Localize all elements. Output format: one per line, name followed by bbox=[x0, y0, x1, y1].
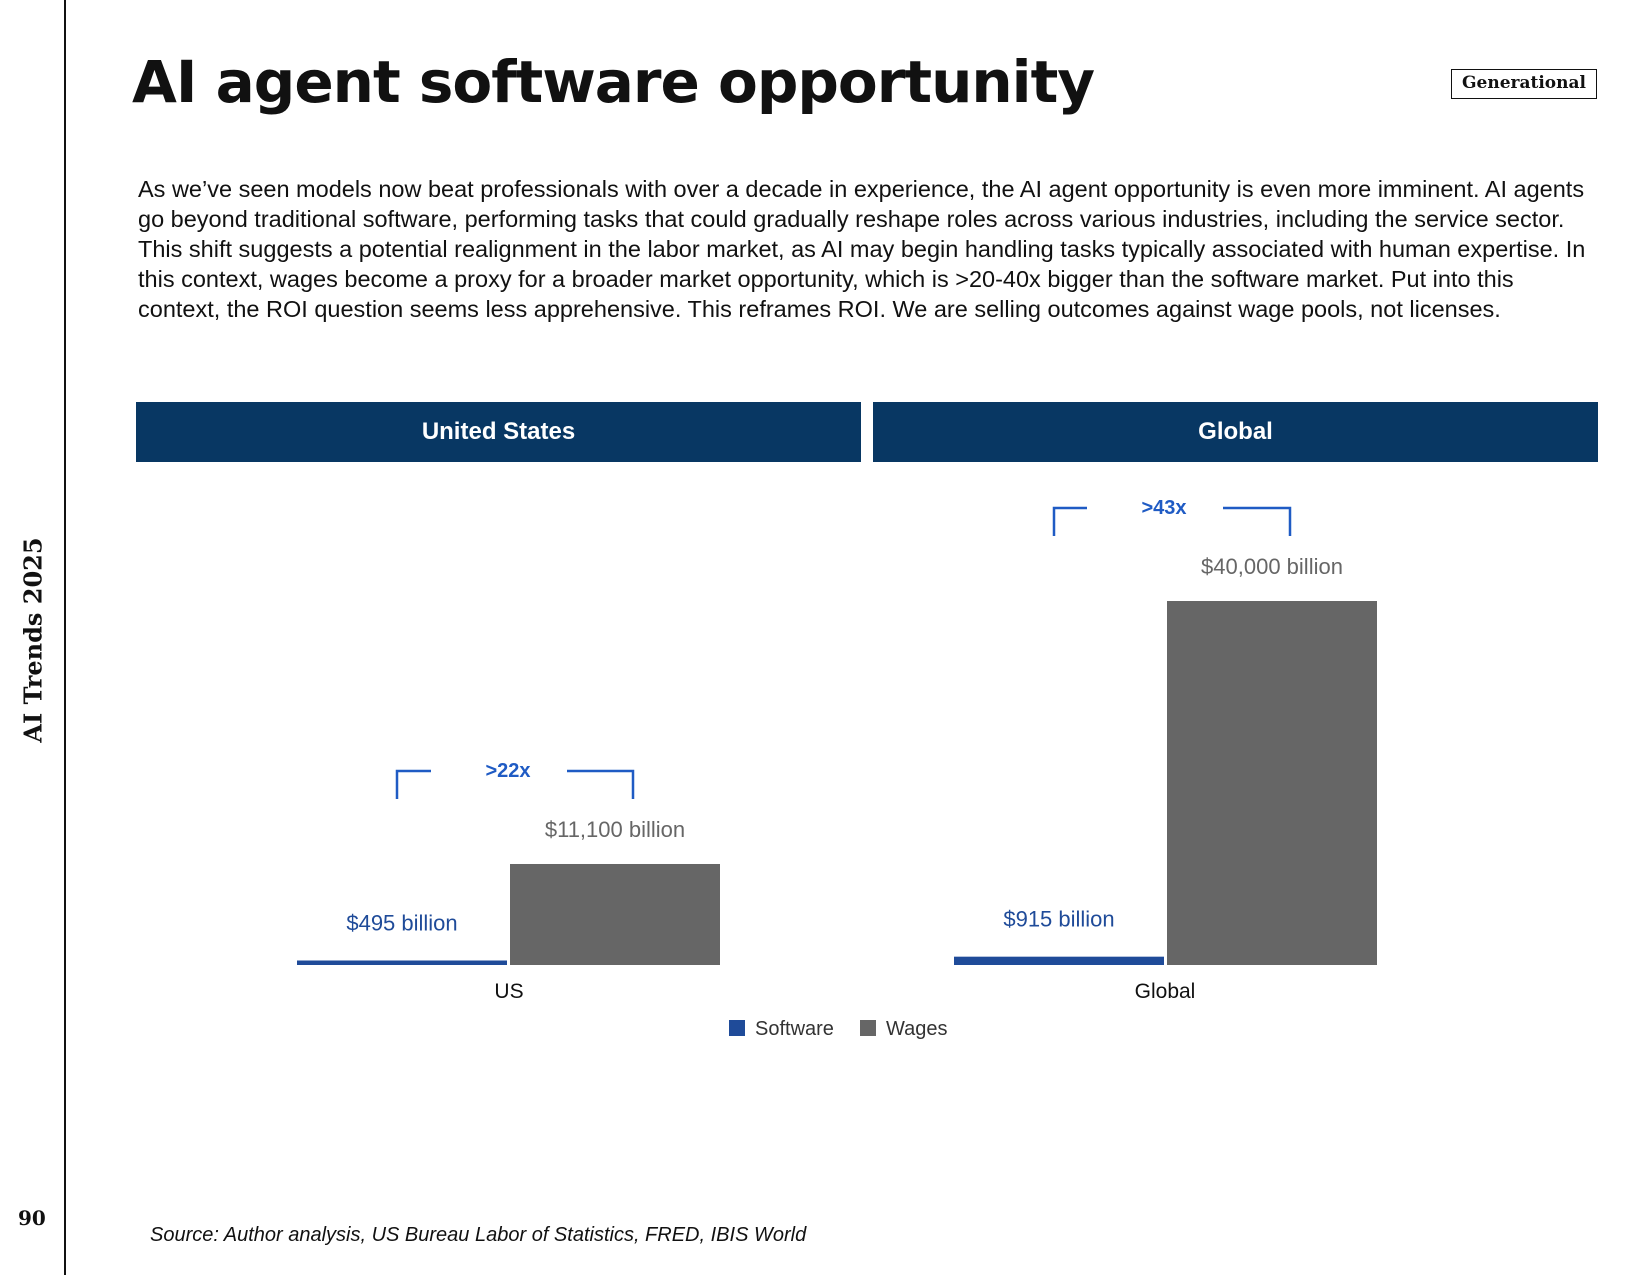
category-label-us: US bbox=[494, 980, 523, 1003]
panel-header-us: United States bbox=[136, 402, 861, 462]
bracket-right-us bbox=[567, 769, 635, 799]
bar-wages-us bbox=[510, 863, 720, 965]
legend-swatch-wages bbox=[860, 1020, 876, 1036]
bracket-left-us bbox=[395, 769, 431, 799]
side-divider bbox=[64, 0, 66, 1275]
legend-label-wages: Wages bbox=[886, 1018, 948, 1040]
bar-wages-global bbox=[1167, 601, 1377, 965]
category-tag: Generational bbox=[1451, 69, 1597, 99]
panel-header-global: Global bbox=[873, 402, 1598, 462]
source-note: Source: Author analysis, US Bureau Labor… bbox=[150, 1224, 807, 1246]
data-label-wages-global: $40,000 billion bbox=[1201, 554, 1343, 579]
bar-software-us bbox=[297, 960, 507, 965]
page-title: AI agent software opportunity bbox=[132, 48, 1095, 116]
data-label-software-us: $495 billion bbox=[346, 910, 457, 935]
data-label-wages-us: $11,100 billion bbox=[545, 817, 685, 842]
data-label-software-global: $915 billion bbox=[1003, 907, 1114, 932]
bracket-right-global bbox=[1223, 506, 1292, 536]
category-label-global: Global bbox=[1135, 980, 1196, 1003]
intro-paragraph: As we’ve seen models now beat profession… bbox=[138, 176, 1586, 322]
multiplier-label-us: >22x bbox=[485, 760, 530, 782]
multiplier-label-global: >43x bbox=[1141, 497, 1186, 519]
bracket-left-global bbox=[1052, 506, 1087, 536]
page-number: 90 bbox=[18, 1206, 46, 1230]
legend-swatch-software bbox=[729, 1020, 745, 1036]
bar-software-global bbox=[954, 956, 1164, 965]
legend-label-software: Software bbox=[755, 1018, 834, 1040]
